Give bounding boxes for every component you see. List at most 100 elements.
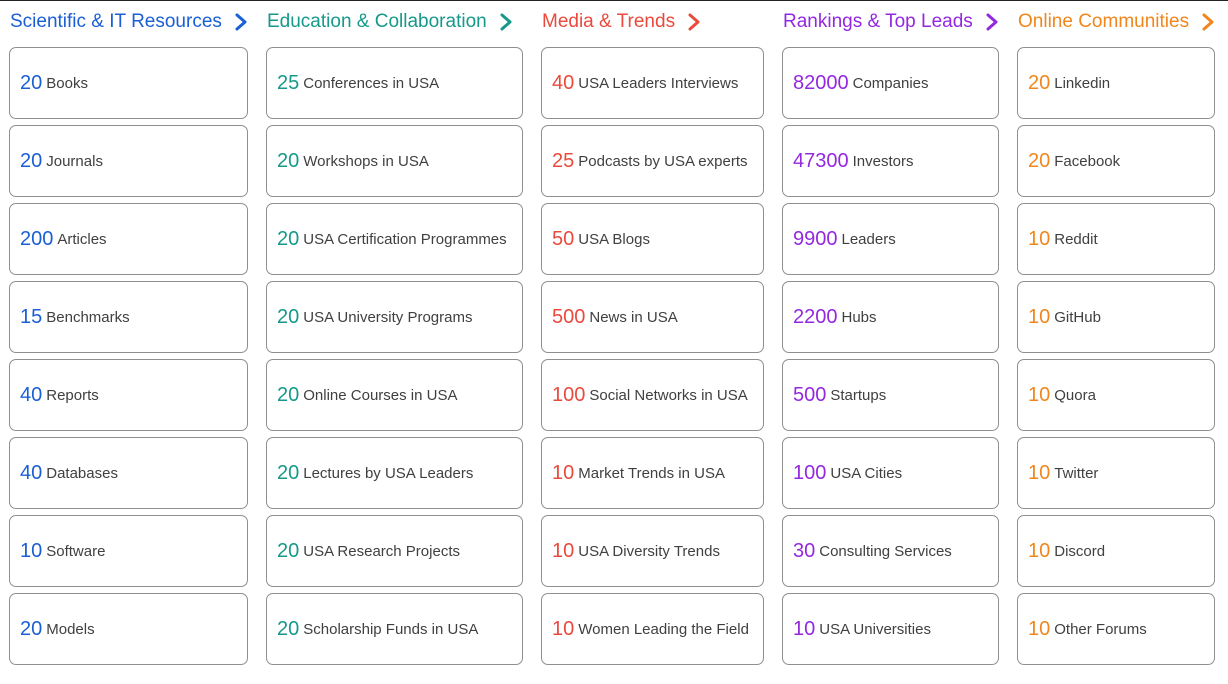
resource-card[interactable]: 20 Journals [9, 125, 248, 197]
resource-count: 40 [20, 461, 43, 484]
resource-count: 10 [20, 539, 43, 562]
resource-card[interactable]: 82000 Companies [782, 47, 999, 119]
column-heading[interactable]: Rankings & Top Leads [783, 9, 1003, 35]
resource-card[interactable]: 20 Scholarship Funds in USA [266, 593, 523, 665]
resource-card[interactable]: 40 Databases [9, 437, 248, 509]
resource-label: Books [46, 74, 88, 92]
resource-count: 20 [20, 617, 43, 640]
resource-count: 10 [1028, 461, 1051, 484]
resource-card[interactable]: 20 Linkedin [1017, 47, 1215, 119]
resource-label: Scholarship Funds in USA [303, 620, 479, 638]
resource-count: 2200 [793, 305, 838, 328]
resource-card[interactable]: 20 Workshops in USA [266, 125, 523, 197]
resource-card[interactable]: 10 Software [9, 515, 248, 587]
column-heading[interactable]: Online Communities [1018, 9, 1219, 35]
resource-card[interactable]: 20 USA Research Projects [266, 515, 523, 587]
resource-label: Conferences in USA [303, 74, 440, 92]
resource-count: 20 [277, 383, 300, 406]
resource-label: Startups [830, 386, 887, 404]
column-heading-label: Online Communities [1018, 11, 1190, 32]
resource-label: Investors [852, 152, 914, 170]
resource-label: Articles [57, 230, 107, 248]
resource-card[interactable]: 30 Consulting Services [782, 515, 999, 587]
resource-card[interactable]: 20 Online Courses in USA [266, 359, 523, 431]
resource-card[interactable]: 10 Other Forums [1017, 593, 1215, 665]
resource-card[interactable]: 15 Benchmarks [9, 281, 248, 353]
resource-label: Other Forums [1054, 620, 1147, 638]
column-heading[interactable]: Education & Collaboration [267, 9, 517, 35]
resource-card[interactable]: 10 Market Trends in USA [541, 437, 764, 509]
resource-card[interactable]: 9900 Leaders [782, 203, 999, 275]
resource-label: Quora [1054, 386, 1096, 404]
resource-card[interactable]: 20 Models [9, 593, 248, 665]
resource-card[interactable]: 10 Reddit [1017, 203, 1215, 275]
resource-card[interactable]: 20 Lectures by USA Leaders [266, 437, 523, 509]
resource-count: 10 [552, 539, 575, 562]
resource-card[interactable]: 40 Reports [9, 359, 248, 431]
resource-label: USA Blogs [578, 230, 650, 248]
resource-count: 47300 [793, 149, 849, 172]
resource-card[interactable]: 200 Articles [9, 203, 248, 275]
resource-count: 20 [1028, 71, 1051, 94]
resource-count: 10 [793, 617, 816, 640]
resource-card[interactable]: 20 USA Certification Programmes [266, 203, 523, 275]
column-heading-label: Media & Trends [542, 11, 676, 32]
resource-count: 20 [20, 71, 43, 94]
resource-count: 20 [20, 149, 43, 172]
resource-count: 10 [1028, 305, 1051, 328]
column-heading[interactable]: Media & Trends [542, 9, 705, 35]
resource-label: News in USA [589, 308, 678, 326]
resource-card[interactable]: 25 Podcasts by USA experts [541, 125, 764, 197]
resource-card[interactable]: 10 Twitter [1017, 437, 1215, 509]
resource-label: Facebook [1054, 152, 1121, 170]
resource-count: 15 [20, 305, 43, 328]
resource-card[interactable]: 25 Conferences in USA [266, 47, 523, 119]
resource-card[interactable]: 47300 Investors [782, 125, 999, 197]
resource-card[interactable]: 10 USA Diversity Trends [541, 515, 764, 587]
resource-label: USA Leaders Interviews [578, 74, 739, 92]
resource-card[interactable]: 10 Women Leading the Field [541, 593, 764, 665]
resource-card[interactable]: 20 USA University Programs [266, 281, 523, 353]
resource-card[interactable]: 10 USA Universities [782, 593, 999, 665]
resource-label: Reddit [1054, 230, 1098, 248]
resource-card[interactable]: 500 News in USA [541, 281, 764, 353]
resource-label: Leaders [841, 230, 896, 248]
resource-card[interactable]: 50 USA Blogs [541, 203, 764, 275]
resource-card[interactable]: 2200 Hubs [782, 281, 999, 353]
resource-label: Online Courses in USA [303, 386, 458, 404]
resource-count: 20 [277, 539, 300, 562]
column-heading[interactable]: Scientific & IT Resources [10, 9, 252, 35]
resource-label: USA Research Projects [303, 542, 460, 560]
resource-count: 10 [1028, 539, 1051, 562]
column-heading-label: Scientific & IT Resources [10, 11, 222, 32]
resource-count: 82000 [793, 71, 849, 94]
resource-count: 10 [1028, 383, 1051, 406]
resource-count: 10 [552, 461, 575, 484]
resource-card[interactable]: 10 GitHub [1017, 281, 1215, 353]
resource-count: 10 [552, 617, 575, 640]
resource-card[interactable]: 10 Quora [1017, 359, 1215, 431]
resource-label: Consulting Services [819, 542, 952, 560]
resource-card[interactable]: 20 Facebook [1017, 125, 1215, 197]
resource-card[interactable]: 40 USA Leaders Interviews [541, 47, 764, 119]
resource-label: Software [46, 542, 106, 560]
resource-label: USA Certification Programmes [303, 230, 507, 248]
resource-count: 25 [277, 71, 300, 94]
top-divider [0, 0, 1228, 1]
resource-card[interactable]: 500 Startups [782, 359, 999, 431]
chevron-right-icon [688, 13, 700, 31]
resource-label: USA Cities [830, 464, 903, 482]
resource-label: Women Leading the Field [578, 620, 749, 638]
chevron-right-icon [235, 13, 247, 31]
resource-label: Discord [1054, 542, 1106, 560]
resource-count: 20 [277, 149, 300, 172]
resource-card[interactable]: 100 Social Networks in USA [541, 359, 764, 431]
resource-count: 40 [20, 383, 43, 406]
resource-label: Companies [852, 74, 929, 92]
resource-label: Models [46, 620, 95, 638]
resource-card[interactable]: 20 Books [9, 47, 248, 119]
resource-card[interactable]: 100 USA Cities [782, 437, 999, 509]
resource-card[interactable]: 10 Discord [1017, 515, 1215, 587]
resource-count: 20 [277, 461, 300, 484]
resource-label: Linkedin [1054, 74, 1111, 92]
